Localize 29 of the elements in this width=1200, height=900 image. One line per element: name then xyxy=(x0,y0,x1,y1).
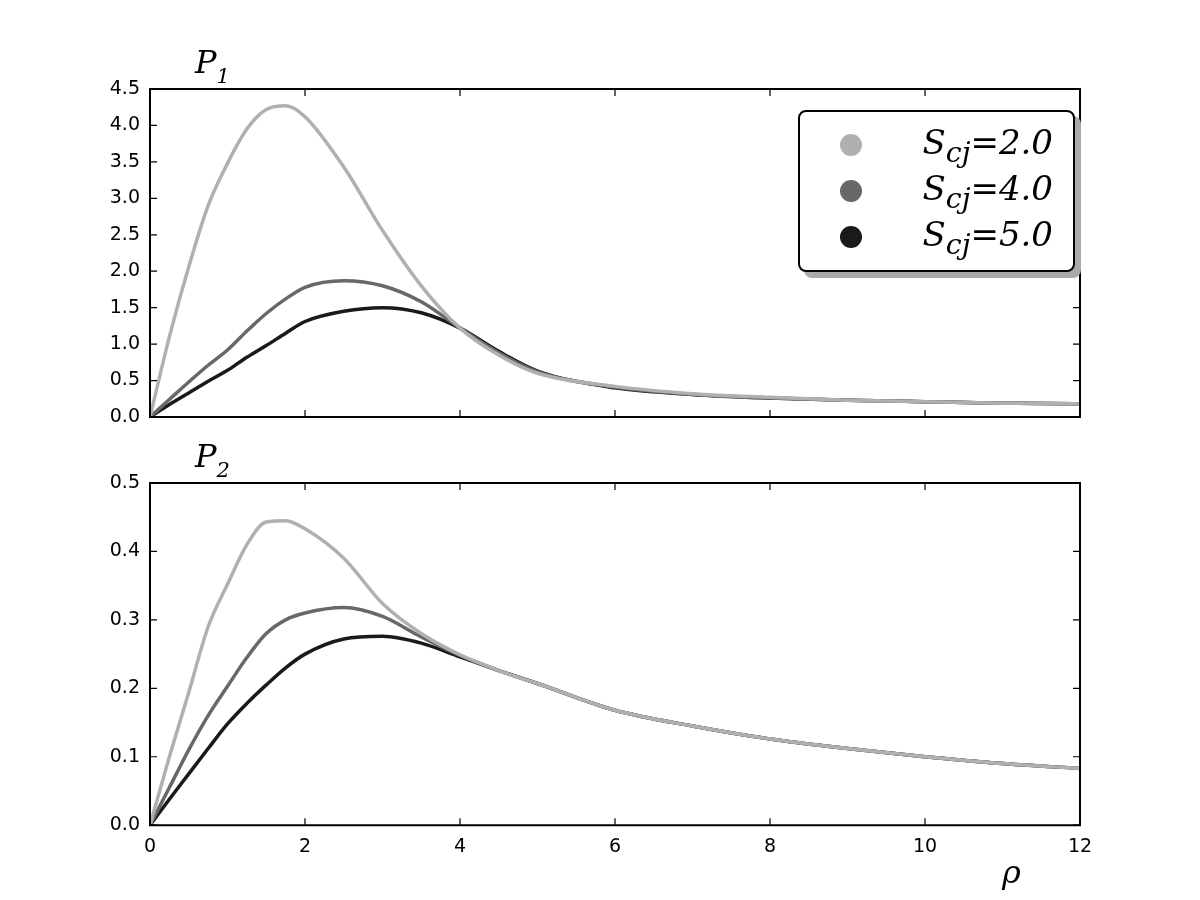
y-tick-label: 0.0 xyxy=(109,403,140,426)
legend-label: S$_{cj}$=5.0 xyxy=(922,213,1053,261)
y-tick-label: 0.5 xyxy=(109,367,140,390)
y-tick-label: 0.5 xyxy=(109,469,140,492)
y-tick-label: 0.1 xyxy=(109,743,140,766)
line-series xyxy=(150,104,1080,417)
y-tick-label: 1.5 xyxy=(109,294,140,317)
y-tick-label: 4.0 xyxy=(109,112,140,135)
x-tick-label: 2 xyxy=(298,833,312,856)
y-tick-label: 3.5 xyxy=(109,148,140,171)
y-tick-label: 1.0 xyxy=(109,331,140,354)
y-tick-label: 0.4 xyxy=(109,538,140,561)
x-tick-label: 8 xyxy=(763,833,777,856)
x-tick-label: 12 xyxy=(1067,833,1093,856)
line-series xyxy=(150,518,1080,826)
x-tick-label: 10 xyxy=(912,833,938,856)
x-tick-label: 0 xyxy=(143,833,157,856)
y-tick-label: 4.5 xyxy=(109,75,140,98)
y-tick-label: 0.0 xyxy=(109,812,140,835)
legend-label: S$_{cj}$=2.0 xyxy=(922,121,1053,169)
y-tick-label: 0.3 xyxy=(109,606,140,629)
y-tick-label: 0.2 xyxy=(109,675,140,698)
legend-label: S$_{cj}$=4.0 xyxy=(922,167,1053,215)
x-tick-label: 4 xyxy=(453,833,467,856)
y-tick-label: 2.5 xyxy=(109,221,140,244)
x-tick-label: 6 xyxy=(608,833,622,856)
x-axis-title: ρ xyxy=(1001,853,1021,892)
y-tick-label: 2.0 xyxy=(109,258,140,281)
y-tick-label: 3.0 xyxy=(109,185,140,208)
